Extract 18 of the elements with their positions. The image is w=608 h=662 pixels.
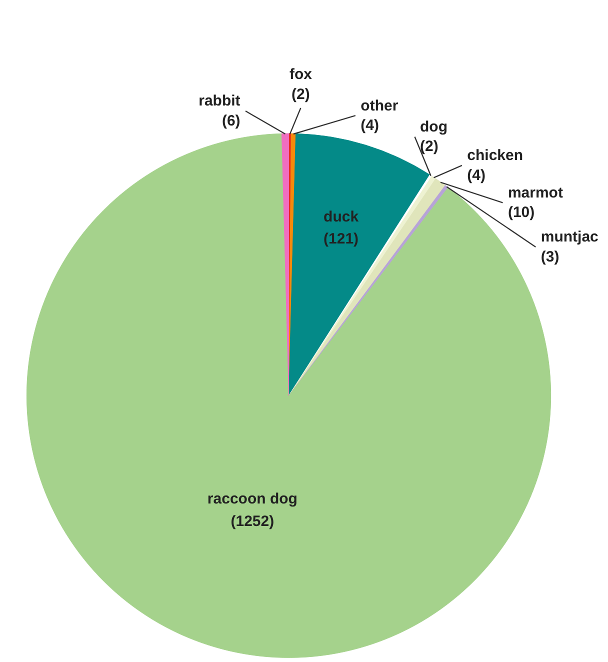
data-label: (3) xyxy=(540,248,560,266)
slice-label: other xyxy=(360,97,398,114)
data-label: (2) xyxy=(420,138,438,156)
data-label: (2) xyxy=(292,86,310,103)
slice-label: muntjac xyxy=(540,228,598,246)
slice-label: raccoon dog xyxy=(207,490,298,508)
data-label: (6) xyxy=(222,112,240,130)
slice-label: fox xyxy=(289,66,313,84)
data-label: (10) xyxy=(508,204,535,221)
slice-label: duck xyxy=(324,208,360,226)
data-label: (1252) xyxy=(230,512,274,530)
slice-label: rabbit xyxy=(198,92,240,110)
slice-label: marmot xyxy=(508,184,563,202)
data-label: (121) xyxy=(324,230,359,248)
slice-label: dog xyxy=(420,118,448,136)
data-label: (4) xyxy=(467,166,486,184)
data-label: (4) xyxy=(360,116,380,134)
slice-label: chicken xyxy=(467,147,524,164)
